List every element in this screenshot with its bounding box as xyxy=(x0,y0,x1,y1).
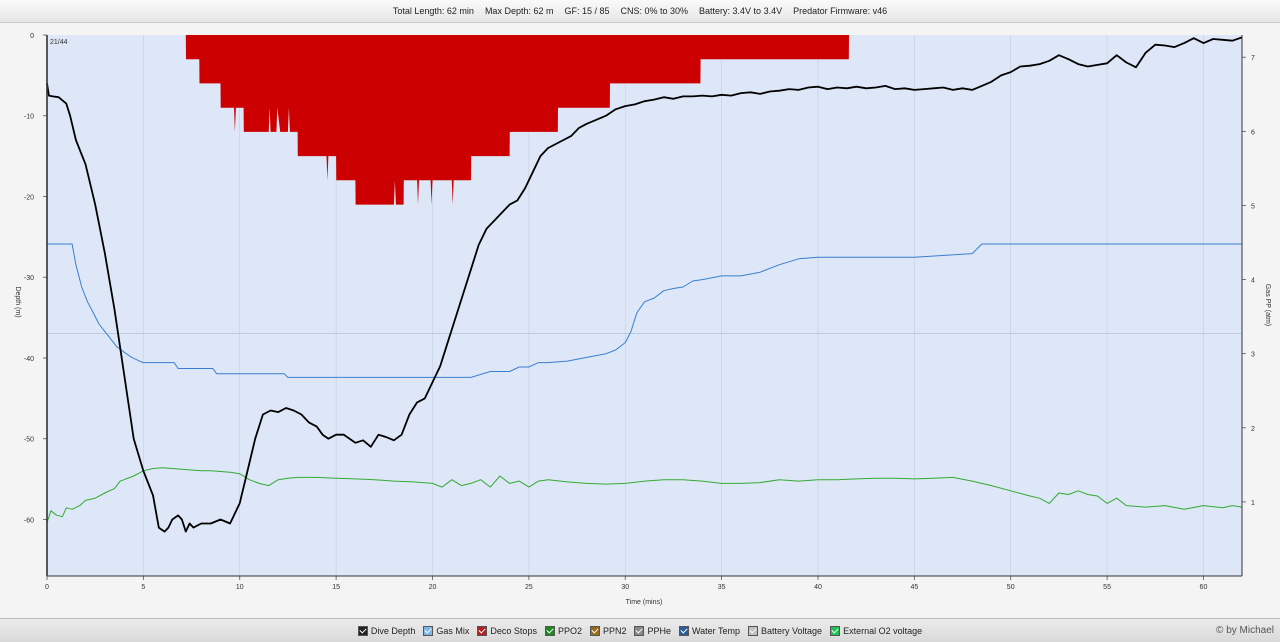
legend-item-battery-voltage[interactable]: Battery Voltage xyxy=(748,625,823,636)
cns-text: CNS: 0% to 30% xyxy=(620,6,689,16)
firmware-text: Predator Firmware: v46 xyxy=(793,6,888,16)
x-tick-label: 50 xyxy=(1007,584,1015,591)
x-tick-label: 40 xyxy=(814,584,822,591)
x-tick-label: 45 xyxy=(910,584,918,591)
legend-label: PPHe xyxy=(647,625,671,636)
legend-checkbox[interactable] xyxy=(477,625,488,636)
legend-label: Deco Stops xyxy=(490,625,537,636)
gas-mix-line xyxy=(47,243,1242,378)
legend-item-gas-mix[interactable]: Gas Mix xyxy=(423,625,470,636)
left-axis-label: Depth (m) xyxy=(14,286,21,317)
x-tick-label: 60 xyxy=(1200,584,1208,591)
right-tick-label: 5 xyxy=(1251,203,1255,210)
legend-item-pphe[interactable]: PPHe xyxy=(634,625,671,636)
legend-checkbox[interactable] xyxy=(423,625,434,636)
x-tick-label: 35 xyxy=(718,584,726,591)
left-tick-label: -50 xyxy=(24,437,34,444)
right-tick-label: 6 xyxy=(1251,129,1255,136)
deco-stops-area xyxy=(47,35,1242,205)
right-tick-label: 3 xyxy=(1251,352,1255,359)
legend-checkbox[interactable] xyxy=(544,625,555,636)
legend-label: PPO2 xyxy=(557,625,582,636)
legend-label: PPN2 xyxy=(602,625,627,636)
battery-text: Battery: 3.4V to 3.4V xyxy=(699,6,783,16)
x-tick-label: 15 xyxy=(332,584,340,591)
x-tick-label: 10 xyxy=(236,584,244,591)
max-depth-text: Max Depth: 62 m xyxy=(484,6,554,16)
legend-label: Water Temp xyxy=(692,625,741,636)
legend-checkbox[interactable] xyxy=(830,625,841,636)
legend-checkbox[interactable] xyxy=(634,625,645,636)
legend-item-deco-stops[interactable]: Deco Stops xyxy=(477,625,537,636)
plot-area xyxy=(47,35,1242,576)
x-axis-label: Time (mins) xyxy=(626,599,663,606)
right-tick-label: 1 xyxy=(1251,500,1255,507)
legend-label: Dive Depth xyxy=(370,625,416,636)
x-tick-label: 55 xyxy=(1103,584,1111,591)
legend-item-dive-depth[interactable]: Dive Depth xyxy=(357,625,416,636)
left-tick-label: 0 xyxy=(30,33,34,40)
left-tick-label: -20 xyxy=(24,194,34,201)
right-tick-label: 2 xyxy=(1251,426,1255,433)
dive-profile-chart[interactable]: 0 5 10 15 20 25 30 35 40 45 50 55 600-10-20-30-40-50… xyxy=(0,22,1280,618)
legend-item-ppo2[interactable]: PPO2 xyxy=(544,625,582,636)
left-tick-label: -40 xyxy=(24,356,34,363)
ppo2-line xyxy=(46,467,1243,523)
corner-label: 21/44 xyxy=(50,39,68,46)
legend-item-ppn2[interactable]: PPN2 xyxy=(589,625,627,636)
legend-label: Battery Voltage xyxy=(761,625,823,636)
left-tick-label: -10 xyxy=(24,114,34,121)
x-tick-label: 25 xyxy=(525,584,533,591)
left-tick-label: -60 xyxy=(24,517,34,524)
x-tick-label: 5 xyxy=(141,584,145,591)
legend: Dive Depth Gas Mix Deco Stops PPO2 PPN2 PPHe W… xyxy=(0,618,1280,642)
right-tick-label: 4 xyxy=(1251,278,1255,285)
dive-depth-line xyxy=(46,36,1243,533)
credit-text: © by Michael xyxy=(1216,625,1274,636)
deco-stops-series xyxy=(47,35,1242,205)
x-tick-label: 30 xyxy=(621,584,629,591)
axes: 0 5 10 15 20 25 30 35 40 45 50 55 600-10-20-30-40-50… xyxy=(24,33,1255,591)
right-tick-label: 7 xyxy=(1251,55,1255,62)
gradient-factor-text: GF: 15 / 85 xyxy=(564,6,610,16)
legend-checkbox[interactable] xyxy=(748,625,759,636)
legend-item-external-o2-voltage[interactable]: External O2 voltage xyxy=(830,625,923,636)
left-tick-label: -30 xyxy=(24,275,34,282)
x-tick-label: 20 xyxy=(429,584,437,591)
line-series xyxy=(46,36,1243,533)
x-tick-label: 0 xyxy=(45,584,49,591)
legend-item-water-temp[interactable]: Water Temp xyxy=(679,625,741,636)
total-length-text: Total Length: 62 min xyxy=(392,6,474,16)
legend-label: Gas Mix xyxy=(436,625,470,636)
right-axis-label: Gas PP (atm) xyxy=(1264,284,1271,326)
legend-checkbox[interactable] xyxy=(589,625,600,636)
legend-checkbox[interactable] xyxy=(357,625,368,636)
legend-checkbox[interactable] xyxy=(679,625,689,636)
legend-label: External O2 voltage xyxy=(843,625,923,636)
dive-summary-bar: Total Length: 62 min Max Depth: 62 m GF:… xyxy=(0,0,1280,23)
